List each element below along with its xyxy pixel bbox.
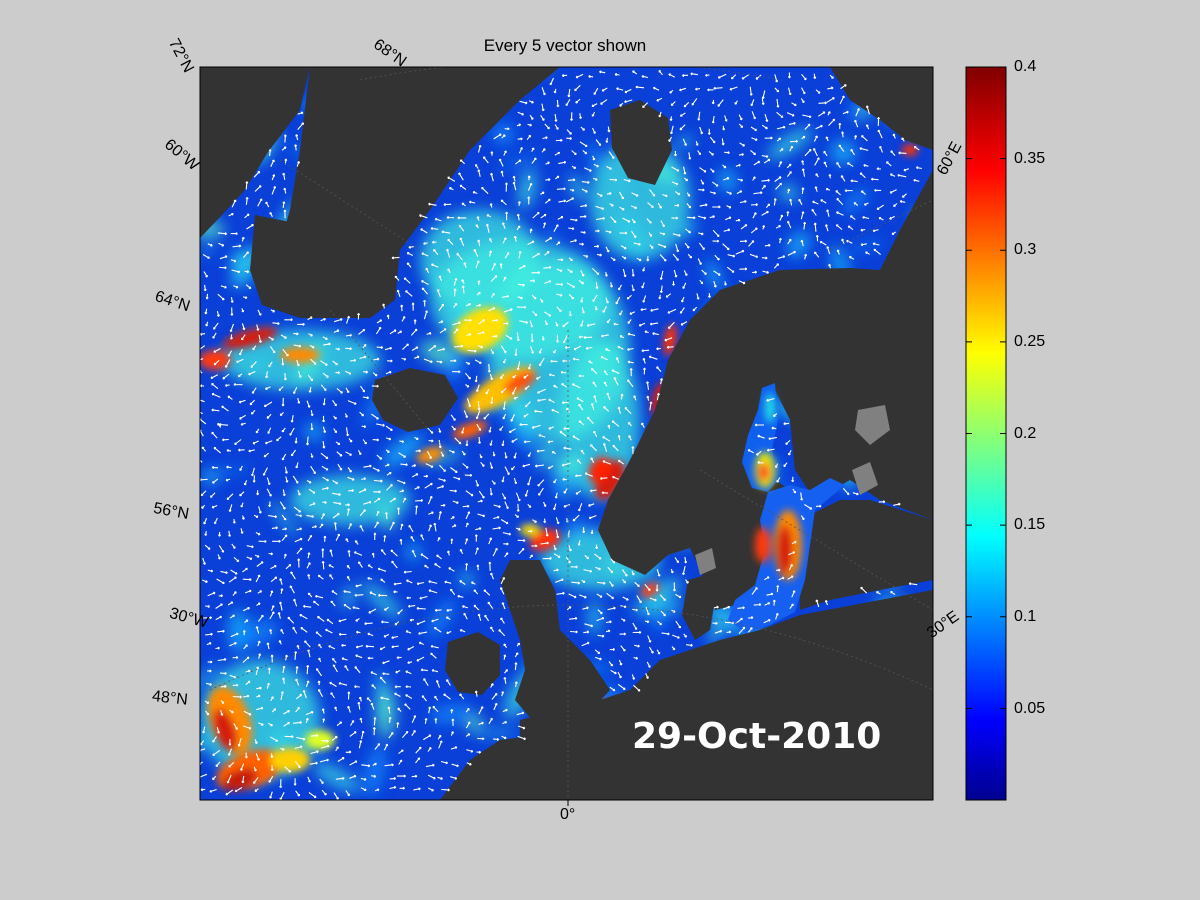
lake-ladoga: [855, 405, 890, 445]
speed-hotspot: [212, 709, 238, 751]
lat-label-48n: 48°N: [151, 688, 189, 709]
speed-corridor: [420, 210, 540, 310]
svalbard-region-land: [275, 67, 560, 310]
iceland: [372, 368, 458, 432]
speed-blob: [446, 348, 464, 382]
speed-blob: [429, 703, 473, 725]
speed-blob: [518, 168, 537, 210]
lake-vanern: [695, 548, 716, 575]
novaya-zemlya-region: [830, 67, 933, 150]
baltic-hotspots: [755, 393, 802, 580]
speed-corridor: [290, 475, 410, 525]
colorbar-tick-0.25: 0.25: [1014, 333, 1046, 350]
speed-blob: [679, 220, 698, 239]
meridian-60e: [829, 199, 933, 251]
speed-corridor: [590, 140, 690, 260]
colorbar-tick-0.1: 0.1: [1014, 608, 1037, 625]
speed-blob: [545, 229, 560, 238]
speed-hotspot: [452, 420, 488, 440]
speed-blob: [471, 729, 519, 736]
speed-blob: [362, 582, 402, 619]
colorbar-tick-0.35: 0.35: [1014, 150, 1046, 167]
speed-blob: [536, 436, 558, 469]
speed-hotspot: [452, 307, 508, 353]
speed-blob: [341, 585, 357, 609]
speed-hotspot: [222, 768, 258, 792]
speed-hotspot: [588, 456, 612, 484]
speed-blob: [363, 745, 387, 798]
lon-label-0: 0°: [560, 806, 576, 823]
map-frame: [199, 66, 934, 801]
speed-blob: [313, 762, 360, 792]
continental-europe: [520, 590, 933, 800]
speed-blob: [203, 241, 212, 257]
plot-title: Every 5 vector shown: [483, 36, 647, 55]
greenland-east-coast: [250, 215, 395, 318]
finland-south: [800, 500, 933, 610]
parallel-arc-1: [209, 604, 933, 691]
speed-hotspot: [503, 370, 537, 394]
speed-blob: [382, 433, 423, 468]
date-label: 29-Oct-2010: [632, 716, 882, 757]
speed-blob: [718, 167, 737, 193]
speed-blob: [231, 620, 279, 647]
denmark: [682, 575, 715, 640]
speed-hotspot: [520, 524, 540, 536]
colorbar-tick-0.4: 0.4: [1014, 58, 1037, 75]
parallel-arc-2: [359, 67, 781, 81]
speed-blob: [705, 260, 722, 290]
colorbar-ticks: [966, 66, 1006, 709]
speed-blob: [842, 188, 870, 213]
colorbar-tick-0.05: 0.05: [1014, 700, 1046, 717]
colorbar-tick-0.15: 0.15: [1014, 516, 1046, 533]
speed-blob: [830, 139, 856, 165]
graticule: [209, 67, 933, 800]
speed-hotspot: [222, 327, 278, 349]
speed-blob: [767, 128, 813, 160]
svalbard-islands: [610, 100, 672, 185]
lake-onega: [852, 462, 878, 495]
meridian-30w: [329, 309, 471, 481]
speed-blob: [787, 231, 811, 258]
speed-hotspot: [200, 350, 231, 370]
speed-blob: [495, 154, 543, 170]
ireland: [445, 632, 500, 695]
greenland-landmass: [200, 67, 310, 238]
speed-hotspots: [200, 144, 918, 792]
speed-blob: [848, 239, 885, 254]
speed-blob: [231, 266, 246, 288]
meridian-30e: [699, 469, 933, 611]
france-iberia: [440, 730, 600, 800]
colorbar-tick-0.3: 0.3: [1014, 241, 1037, 258]
land-layer: [200, 67, 933, 800]
great-britain: [500, 560, 610, 720]
speed-hotspot: [663, 324, 677, 356]
speed-hotspot: [280, 347, 320, 363]
current-vectors: [200, 69, 922, 800]
vector-arrows: [200, 69, 922, 800]
colorbar-tick-0.2: 0.2: [1014, 425, 1037, 442]
speed-blob: [569, 174, 586, 203]
speed-blob: [465, 714, 483, 731]
speed-blob: [202, 471, 219, 484]
speed-blob: [375, 688, 396, 739]
speed-blob: [303, 423, 324, 441]
